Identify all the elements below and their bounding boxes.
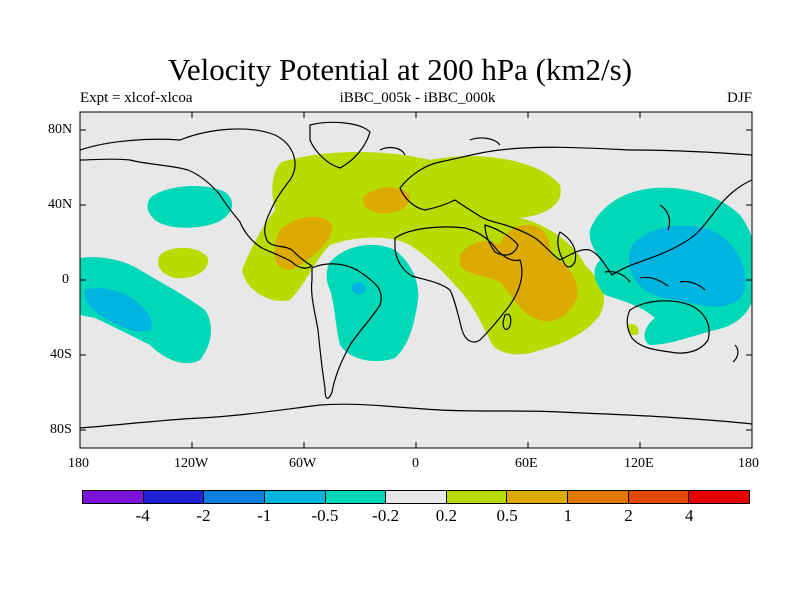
colorbar-swatch: [325, 491, 387, 503]
y-tick-label: 0: [62, 272, 69, 287]
colorbar-swatch: [386, 491, 447, 503]
colorbar-swatch: [204, 491, 265, 503]
colorbar-swatch: [446, 491, 508, 503]
positive-region-north-pacific: [158, 247, 209, 279]
x-axis-ticks: [191, 112, 641, 448]
colorbar-label: -2: [196, 506, 211, 525]
x-tick-label: 60W: [289, 456, 317, 471]
colorbar-label: 0.5: [496, 506, 518, 525]
map-title: Velocity Potential at 200 hPa (km2/s): [167, 52, 633, 87]
negative-region-north-pacific: [147, 186, 233, 228]
stronger-negative-region-west-pacific: [628, 225, 746, 307]
colorbar-swatch: [568, 491, 629, 503]
colorbar-swatch: [689, 491, 750, 503]
y-tick-label: 80S: [50, 422, 72, 437]
colorbar-label: 2: [624, 506, 633, 525]
x-tick-label: 120W: [174, 456, 209, 471]
x-tick-label: 120E: [624, 456, 654, 471]
positive-region-australia: [627, 324, 639, 335]
y-tick-label: 40N: [48, 197, 73, 212]
colorbar-label: -0.2: [372, 506, 400, 525]
colorbar-label: -4: [135, 506, 150, 525]
positive-region-atlantic-africa: [242, 151, 605, 355]
strong-positive-region-caribbean: [274, 216, 333, 270]
x-tick-label: 180: [68, 456, 89, 471]
colorbar-swatch: [628, 491, 690, 503]
stronger-negative-region-south-pacific: [84, 288, 152, 332]
strong-positive-region-atlantic: [363, 187, 410, 214]
x-tick-label: 60E: [515, 456, 538, 471]
x-tick-label: 0: [412, 456, 419, 471]
experiment-label: Expt = xlcof-xlcoa: [80, 90, 193, 106]
y-tick-label: 40S: [50, 347, 72, 362]
x-tick-label: 180: [738, 456, 759, 471]
colorbar-label: -0.5: [311, 506, 339, 525]
colorbar-label: 4: [685, 506, 694, 525]
colorbar-label: 1: [563, 506, 573, 525]
y-tick-label: 80N: [48, 122, 73, 137]
colorbar: [82, 490, 750, 504]
colorbar-label: -1: [257, 506, 272, 525]
colorbar-swatch: [507, 491, 569, 503]
season-label: DJF: [726, 90, 752, 106]
coastlines: [80, 121, 752, 429]
colorbar-swatch: [264, 491, 326, 503]
colorbar-swatch: [83, 491, 144, 503]
colorbar-label: 0.2: [435, 506, 457, 525]
y-axis-ticks: [80, 129, 752, 431]
colorbar-swatch: [143, 491, 205, 503]
run-difference-label: iBBC_005k - iBBC_000k: [339, 90, 496, 106]
negative-region-south-atlantic: [326, 244, 419, 362]
stronger-negative-region-atlantic: [352, 282, 366, 295]
